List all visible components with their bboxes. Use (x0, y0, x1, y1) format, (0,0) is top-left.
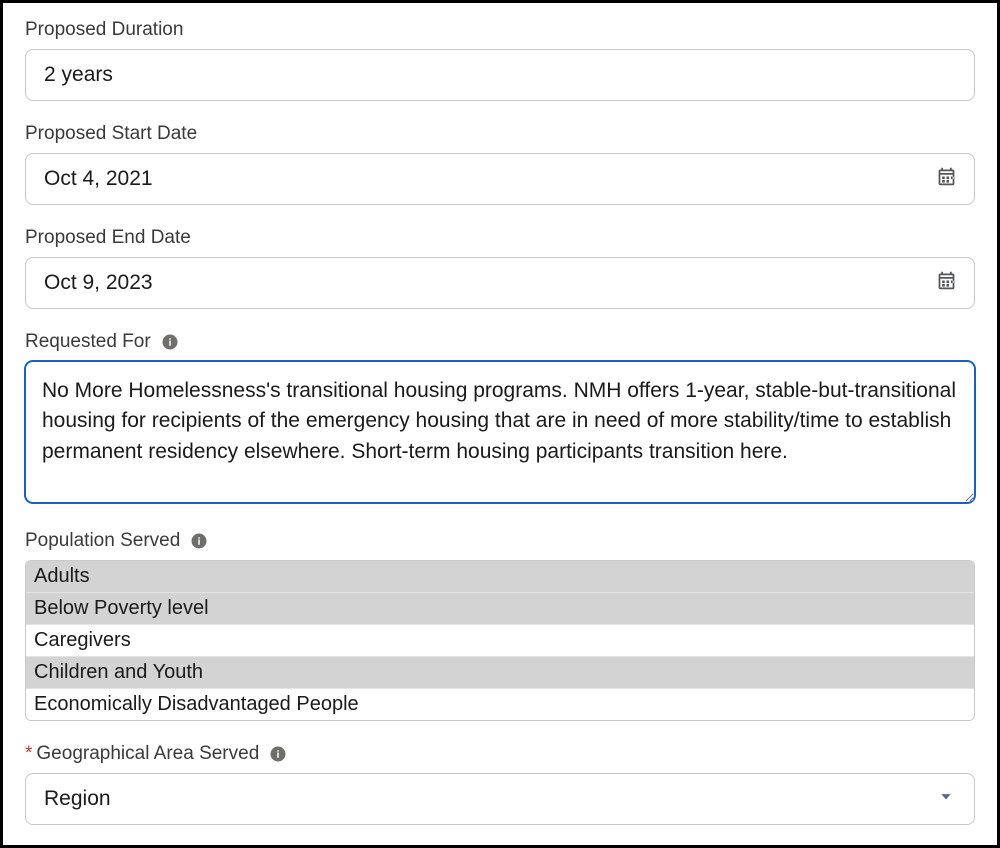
proposed-duration-group: Proposed Duration (25, 19, 975, 101)
requested-for-group: Requested For No More Homelessness's tra… (25, 331, 975, 508)
geographical-area-group: * Geographical Area Served (25, 743, 975, 825)
proposed-end-date-input[interactable] (25, 257, 975, 309)
select-wrapper (25, 773, 975, 825)
required-asterisk: * (25, 743, 32, 765)
listbox-item[interactable]: Economically Disadvantaged People (26, 689, 974, 720)
label-text: Proposed Start Date (25, 123, 197, 145)
label-text: Proposed End Date (25, 227, 191, 249)
date-input-wrapper (25, 153, 975, 205)
listbox-item[interactable]: Below Poverty level (26, 593, 974, 625)
label-text: Proposed Duration (25, 19, 183, 41)
proposed-start-date-label: Proposed Start Date (25, 123, 975, 145)
population-served-group: Population Served AdultsBelow Poverty le… (25, 530, 975, 721)
proposed-duration-label: Proposed Duration (25, 19, 975, 41)
listbox-item[interactable]: Caregivers (26, 625, 974, 657)
proposed-start-date-group: Proposed Start Date (25, 123, 975, 205)
label-text: Geographical Area Served (36, 743, 259, 765)
listbox-item[interactable]: Adults (26, 561, 974, 593)
proposed-start-date-input[interactable] (25, 153, 975, 205)
info-icon[interactable] (190, 532, 208, 550)
date-input-wrapper (25, 257, 975, 309)
requested-for-label: Requested For (25, 331, 975, 353)
population-served-listbox[interactable]: AdultsBelow Poverty levelCaregiversChild… (25, 560, 975, 721)
listbox-item[interactable]: Children and Youth (26, 657, 974, 689)
form-container: Proposed Duration Proposed Start Date Pr… (0, 0, 1000, 848)
proposed-end-date-group: Proposed End Date (25, 227, 975, 309)
geographical-area-label: * Geographical Area Served (25, 743, 975, 765)
proposed-end-date-label: Proposed End Date (25, 227, 975, 249)
info-icon[interactable] (161, 333, 179, 351)
label-text: Population Served (25, 530, 180, 552)
info-icon[interactable] (269, 745, 287, 763)
label-text: Requested For (25, 331, 151, 353)
requested-for-textarea[interactable]: No More Homelessness's transitional hous… (25, 361, 975, 503)
population-served-label: Population Served (25, 530, 975, 552)
geographical-area-select[interactable] (25, 773, 975, 825)
proposed-duration-input[interactable] (25, 49, 975, 101)
